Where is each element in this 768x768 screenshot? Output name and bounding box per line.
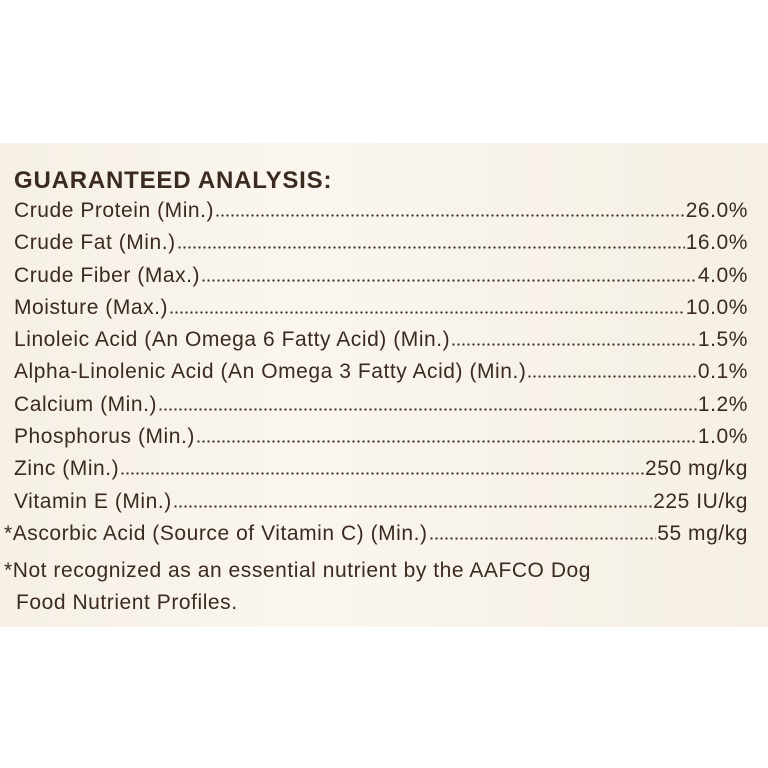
leader-dots (172, 504, 653, 508)
analysis-row: Linoleic Acid (An Omega 6 Fatty Acid) (M… (14, 328, 748, 360)
analysis-row: Calcium (Min.) 1.2% (14, 393, 748, 425)
nutrient-name: Moisture (Max.) (14, 295, 169, 319)
nutrient-value: 0.1% (697, 360, 748, 384)
analysis-row: Vitamin E (Min.) 225 IU/kg (14, 490, 748, 522)
nutrient-value: 1.0% (697, 425, 748, 449)
nutrient-name: Linoleic Acid (An Omega 6 Fatty Acid) (M… (14, 328, 451, 352)
leader-dots (451, 343, 697, 347)
nutrient-name: Calcium (Min.) (14, 392, 158, 416)
leader-dots (195, 440, 697, 444)
analysis-row: Moisture (Max.) 10.0% (14, 296, 748, 328)
leader-dots (527, 375, 697, 379)
nutrient-value: 26.0% (685, 199, 748, 222)
analysis-row: Crude Fat (Min.) 16.0% (14, 231, 748, 263)
nutrient-name: Crude Fat (Min.) (14, 231, 176, 255)
nutrient-value: 55 mg/kg (657, 521, 748, 545)
analysis-row: Alpha-Linolenic Acid (An Omega 3 Fatty A… (14, 360, 748, 392)
nutrient-value: 10.0% (685, 295, 748, 319)
nutrient-value: 16.0% (685, 231, 748, 255)
leader-dots (169, 310, 685, 314)
nutrient-name: Crude Protein (Min.) (14, 199, 215, 222)
leader-dots (158, 407, 697, 411)
analysis-row: Crude Fiber (Max.) 4.0% (14, 264, 748, 296)
analysis-row: Phosphorus (Min.) 1.0% (14, 425, 748, 457)
title: GUARANTEED ANALYSIS: (14, 167, 333, 194)
analysis-row: Zinc (Min.) 250 mg/kg (14, 457, 748, 489)
nutrient-value: 225 IU/kg (653, 489, 748, 513)
nutrient-name: Alpha-Linolenic Acid (An Omega 3 Fatty A… (14, 360, 527, 384)
footnote: *Not recognized as an essential nutrient… (4, 555, 591, 619)
nutrient-value: 4.0% (697, 263, 748, 287)
label-panel (0, 143, 768, 627)
leader-dots (201, 278, 697, 282)
nutrient-value: 1.5% (697, 328, 748, 352)
nutrient-name: Crude Fiber (Max.) (14, 263, 201, 287)
leader-dots (215, 214, 685, 217)
analysis-list: Crude Protein (Min.) 26.0% Crude Fat (Min.… (4, 199, 748, 554)
nutrient-name: Zinc (Min.) (14, 457, 120, 481)
nutrient-value: 250 mg/kg (644, 457, 748, 481)
analysis-row: *Ascorbic Acid (Source of Vitamin C) (Mi… (4, 522, 748, 554)
nutrient-value: 1.2% (697, 392, 748, 416)
nutrient-name: *Ascorbic Acid (Source of Vitamin C) (Mi… (4, 521, 428, 545)
nutrient-name: Vitamin E (Min.) (14, 489, 172, 513)
analysis-row: Crude Protein (Min.) 26.0% (14, 199, 748, 231)
leader-dots (176, 246, 685, 250)
nutrient-name: Phosphorus (Min.) (14, 425, 195, 449)
leader-dots (120, 472, 644, 476)
leader-dots (428, 536, 657, 540)
footnote-line: *Not recognized as an essential nutrient… (4, 559, 591, 582)
footnote-line: Food Nutrient Profiles. (16, 591, 238, 614)
